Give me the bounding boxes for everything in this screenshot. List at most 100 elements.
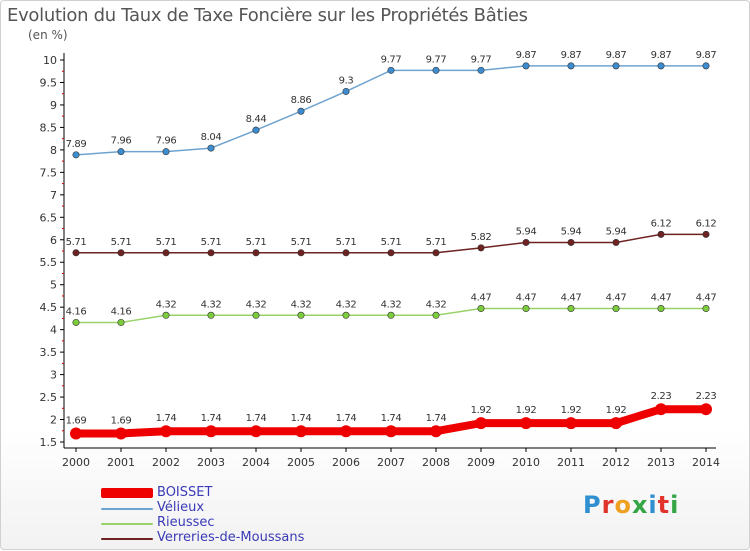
legend-label: Rieussec: [157, 515, 215, 530]
data-point: [477, 305, 485, 313]
data-label: 9.87: [606, 50, 627, 61]
y-tick-label: 10: [43, 54, 57, 67]
data-label: 1.69: [111, 415, 132, 426]
x-tick-label: 2004: [242, 456, 270, 469]
data-point: [477, 66, 485, 74]
data-point: [70, 427, 82, 440]
data-point: [520, 417, 532, 430]
data-label: 5.94: [606, 226, 627, 237]
data-label: 4.16: [66, 306, 87, 317]
data-point: [342, 311, 350, 319]
logo-letter: r: [601, 491, 615, 519]
data-point: [207, 144, 215, 152]
data-label: 4.47: [606, 293, 627, 304]
data-point: [72, 151, 80, 159]
data-point: [432, 66, 440, 74]
data-point: [702, 230, 710, 238]
logo-letter: t: [657, 491, 671, 519]
y-tick-label: 9.5: [40, 76, 58, 89]
data-point: [295, 425, 307, 438]
data-label: 4.32: [201, 299, 222, 310]
y-tick-label: 5: [50, 279, 57, 292]
data-point: [432, 249, 440, 257]
data-label: 1.74: [336, 413, 357, 424]
logo-letter: i: [648, 491, 658, 519]
data-label: 1.74: [246, 413, 267, 424]
data-point: [387, 311, 395, 319]
data-label: 5.82: [471, 232, 492, 243]
x-tick-label: 2005: [287, 456, 315, 469]
data-label: 9.77: [471, 54, 492, 65]
data-label: 5.71: [66, 237, 87, 248]
data-point: [207, 311, 215, 319]
data-point: [340, 425, 352, 438]
legend-swatch: [101, 516, 153, 531]
data-label: 6.12: [696, 218, 717, 229]
legend-swatch: [101, 501, 153, 516]
x-tick-label: 2011: [557, 456, 585, 469]
data-point: [702, 305, 710, 313]
data-label: 5.71: [111, 237, 132, 248]
logo-letter: o: [614, 491, 632, 519]
data-point: [387, 66, 395, 74]
data-label: 1.74: [201, 413, 222, 424]
y-tick-label: 7.5: [40, 166, 58, 179]
data-label: 4.32: [381, 299, 402, 310]
data-point: [252, 311, 260, 319]
data-point: [72, 318, 80, 326]
x-tick-label: 2010: [512, 456, 540, 469]
x-tick-label: 2014: [692, 456, 720, 469]
data-point: [250, 425, 262, 438]
data-label: 9.87: [696, 50, 717, 61]
data-point: [612, 62, 620, 70]
data-label: 7.96: [156, 136, 177, 147]
data-label: 5.71: [426, 237, 447, 248]
legend-swatch: [101, 531, 153, 546]
data-point: [475, 417, 487, 430]
data-label: 4.47: [696, 293, 717, 304]
data-point: [252, 249, 260, 257]
logo-letter: P: [583, 491, 602, 519]
data-label: 1.69: [66, 415, 87, 426]
data-label: 5.71: [201, 237, 222, 248]
data-point: [117, 318, 125, 326]
data-point: [522, 62, 530, 70]
data-point: [700, 403, 712, 416]
y-tick-label: 4: [50, 324, 57, 337]
y-tick-label: 2.5: [40, 391, 58, 404]
data-point: [297, 311, 305, 319]
legend-label: Verreries-de-Moussans: [157, 530, 305, 545]
data-point: [207, 249, 215, 257]
data-label: 9.87: [516, 50, 537, 61]
data-point: [522, 305, 530, 313]
y-tick-label: 4.5: [40, 301, 58, 314]
data-point: [72, 249, 80, 257]
y-tick-label: 3.5: [40, 346, 58, 359]
data-label: 5.71: [291, 237, 312, 248]
data-label: 4.47: [516, 293, 537, 304]
data-label: 1.92: [516, 405, 537, 416]
data-label: 4.32: [426, 299, 447, 310]
data-point: [162, 311, 170, 319]
legend-label: Vélieux: [157, 500, 205, 515]
x-tick-label: 2007: [377, 456, 405, 469]
data-point: [117, 148, 125, 156]
data-point: [655, 403, 667, 416]
data-point: [657, 230, 665, 238]
y-tick-label: 3: [50, 369, 57, 382]
data-label: 8.44: [246, 114, 267, 125]
data-label: 4.32: [291, 299, 312, 310]
x-tick-label: 2006: [332, 456, 360, 469]
data-label: 5.71: [156, 237, 177, 248]
data-point: [612, 238, 620, 246]
data-point: [160, 425, 172, 438]
data-label: 5.71: [336, 237, 357, 248]
data-label: 4.32: [336, 299, 357, 310]
y-tick-label: 5.5: [40, 256, 58, 269]
data-label: 1.74: [381, 413, 402, 424]
logo-letter: i: [670, 491, 680, 519]
data-label: 4.47: [561, 293, 582, 304]
data-point: [297, 249, 305, 257]
chart-subtitle: (en %): [28, 28, 68, 42]
